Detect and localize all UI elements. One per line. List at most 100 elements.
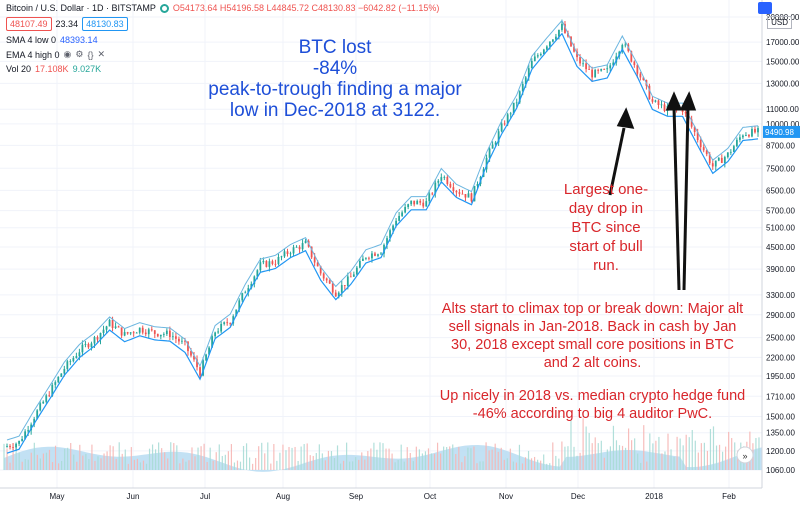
candle-body — [298, 246, 301, 250]
volume-bar — [543, 454, 545, 470]
volume-bar — [106, 451, 108, 470]
volume-bar — [464, 456, 466, 470]
candle-body — [153, 330, 156, 334]
volume-bar — [39, 458, 41, 470]
ask-button[interactable]: 48130.83 — [82, 17, 128, 31]
candle-body — [690, 119, 693, 127]
candle-body — [232, 316, 235, 324]
volume-bar — [494, 443, 496, 470]
volume-bar — [594, 437, 596, 470]
time-tick-label: Jul — [200, 492, 210, 501]
candle-body — [452, 187, 455, 192]
close-icon[interactable]: ✕ — [97, 49, 106, 59]
settings-icon[interactable]: ⚙ — [75, 49, 84, 59]
candle-body — [377, 254, 379, 256]
volume-bar — [479, 461, 481, 470]
volume-bar — [82, 455, 84, 470]
volume-scroll-icon[interactable]: » — [736, 446, 754, 464]
volume-bar — [218, 444, 220, 470]
candle-body — [503, 123, 506, 125]
volume-bar — [470, 448, 472, 470]
candle-body — [657, 100, 660, 106]
candle-body — [365, 257, 367, 259]
volume-bar — [412, 461, 414, 470]
volume-bar — [467, 447, 469, 470]
volume-bar — [145, 463, 148, 470]
candle-body — [334, 292, 337, 297]
source-code-icon[interactable]: {} — [87, 49, 94, 60]
candle-body — [63, 368, 66, 374]
candle-body — [434, 182, 437, 194]
candle-body — [729, 151, 732, 153]
volume-bar — [33, 442, 35, 470]
volume-bar — [700, 443, 702, 470]
volume-bar — [118, 442, 120, 470]
sma-line — [6, 32, 759, 454]
volume-bar — [279, 452, 281, 470]
candle-body — [720, 157, 723, 163]
candle-body — [78, 352, 81, 357]
candle-body — [162, 334, 165, 335]
candle-body — [368, 257, 370, 259]
volume-bar — [582, 418, 584, 470]
candle-body — [473, 185, 476, 202]
volume-bar — [282, 444, 284, 470]
price-axis[interactable]: 20000.00 17000.00 15000.00 13000.00 11000.00… — [766, 13, 800, 475]
volume-bar — [76, 461, 78, 470]
candle-body — [117, 326, 120, 328]
volume-bar — [652, 443, 654, 470]
volume-bar — [461, 462, 463, 470]
volume-bar — [403, 461, 405, 470]
volume-bar — [236, 460, 239, 470]
candle-body — [754, 128, 756, 133]
volume-bar — [276, 460, 278, 470]
volume-bar — [30, 452, 32, 470]
volume-bar — [85, 453, 87, 470]
bid-button[interactable]: 48107.49 — [6, 17, 52, 31]
volume-bar — [209, 447, 211, 470]
volume-bar — [640, 462, 642, 470]
volume-bar — [564, 446, 566, 470]
candle-body — [114, 326, 117, 328]
candle-body — [726, 152, 729, 158]
candle-body — [663, 104, 666, 111]
volume-bar — [758, 437, 760, 470]
calendar-icon[interactable] — [758, 2, 772, 14]
candle-body — [235, 309, 238, 317]
candle-body — [322, 273, 325, 279]
candle-body — [742, 135, 744, 138]
candle-body — [455, 191, 458, 193]
volume-bar — [255, 457, 257, 470]
candle-body — [84, 343, 87, 345]
volume-bar — [379, 442, 381, 470]
volume-bar — [197, 447, 199, 470]
time-axis[interactable]: May Jun Jul Aug Sep Oct Nov Dec 2018 Feb — [49, 492, 736, 501]
currency-label[interactable]: USD — [767, 16, 792, 29]
candle-body — [165, 330, 168, 335]
price-tick-label: 3300.00 — [766, 291, 795, 300]
candle-body — [702, 147, 705, 151]
volume-bar — [127, 463, 129, 470]
volume-bar — [737, 450, 739, 470]
volume-bar — [579, 452, 581, 470]
volume-bar — [500, 447, 502, 470]
candle-body — [352, 274, 355, 277]
candle-body — [150, 329, 153, 331]
candle-body — [301, 243, 304, 250]
volume-bar — [676, 436, 678, 470]
candle-body — [39, 403, 42, 411]
candle-body — [488, 148, 491, 158]
volume-bar — [731, 438, 733, 470]
candle-body — [250, 283, 253, 289]
eye-icon[interactable]: ◉ — [63, 49, 72, 59]
candle-body — [193, 355, 195, 360]
volume-bar — [567, 446, 569, 470]
candle-body — [739, 137, 741, 140]
candle-body — [371, 253, 373, 259]
candle-body — [120, 327, 123, 336]
candle-body — [244, 292, 247, 294]
volume-bar — [443, 446, 445, 470]
candle-body — [745, 134, 747, 136]
candle-body — [512, 102, 515, 114]
